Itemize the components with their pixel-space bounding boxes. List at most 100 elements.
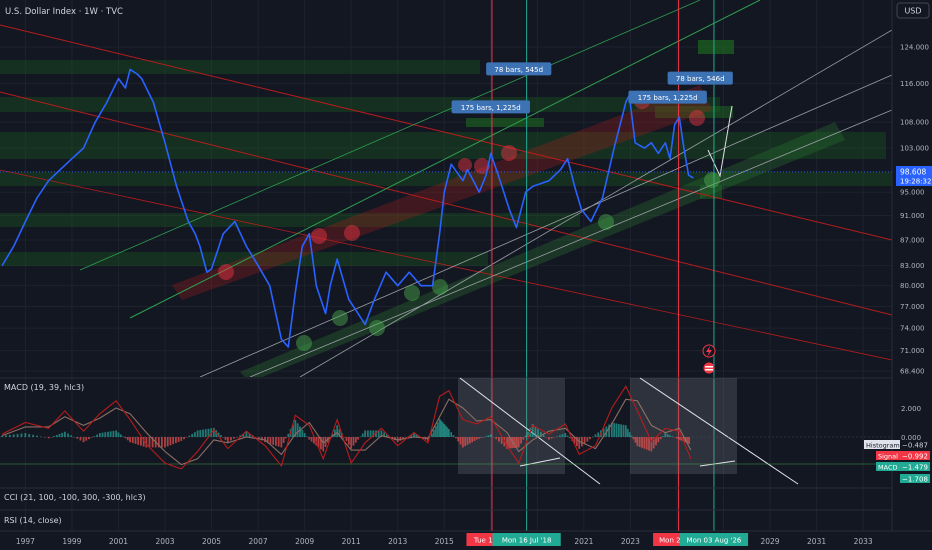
macd-histogram-bar xyxy=(602,428,605,437)
macd-histogram-bar xyxy=(556,436,559,437)
macd-histogram-bar xyxy=(131,437,134,444)
macd-histogram-bar xyxy=(191,433,194,437)
macd-histogram-bar xyxy=(96,434,99,437)
macd-histogram-bar xyxy=(636,437,639,447)
macd-histogram-bar xyxy=(459,437,462,445)
macd-histogram-bar xyxy=(137,437,140,445)
time-marker-badge: Mon 03 Aug '26 xyxy=(679,533,749,546)
macd-histogram-bar xyxy=(79,437,82,441)
macd-histogram-bar xyxy=(50,437,53,438)
histogram-badge xyxy=(864,440,900,449)
macd-histogram-bar xyxy=(219,435,222,437)
macd-histogram-bar xyxy=(109,431,112,437)
macd-histogram-bar xyxy=(347,437,350,445)
time-tick-label: 2033 xyxy=(854,537,873,546)
macd-histogram-bar xyxy=(322,437,325,452)
macd-histogram-bar xyxy=(193,432,196,437)
macd-histogram-bar xyxy=(55,435,58,437)
macd-histogram-bar xyxy=(643,437,646,449)
macd-title[interactable]: MACD (19, 39, hlc3) xyxy=(4,383,84,392)
macd-histogram-bar xyxy=(500,437,503,444)
macd-pane xyxy=(0,377,892,485)
macd-histogram-bar xyxy=(436,422,439,437)
macd-histogram-bar xyxy=(336,425,339,437)
macd-histogram-bar xyxy=(669,435,671,437)
macd-histogram-bar xyxy=(239,435,242,437)
bar-count-annotation: 78 bars, 546d xyxy=(667,71,733,85)
time-tick-label: 2007 xyxy=(249,537,268,546)
macd-histogram-bar xyxy=(594,434,597,437)
macd-histogram-bar xyxy=(615,423,618,437)
pivot-low-marker xyxy=(704,172,720,188)
time-marker-box xyxy=(679,533,749,546)
pivot-high-marker xyxy=(501,145,517,161)
macd-histogram-bar xyxy=(657,437,660,443)
macd-histogram-bar xyxy=(617,423,620,437)
macd-histogram-bar xyxy=(261,437,263,441)
macd-histogram-bar xyxy=(107,431,109,437)
macd-histogram-bar xyxy=(678,437,681,440)
macd-histogram-bar xyxy=(561,434,564,437)
price-tick-label: 103.000 xyxy=(900,145,929,153)
last-price-value: 98.608 xyxy=(900,168,926,177)
symbol-title[interactable]: U.S. Dollar Index · 1W · TVC xyxy=(5,7,123,17)
macd-histogram-bar xyxy=(613,423,616,437)
macd-histogram-bar xyxy=(39,436,42,438)
macd-histogram-bar xyxy=(492,436,495,438)
macd-histogram-bar xyxy=(524,435,527,437)
macd-histogram-bar xyxy=(666,434,669,437)
macd-histogram-bar xyxy=(306,436,308,437)
macd-histogram-bar xyxy=(583,437,586,444)
macd-histogram-bar xyxy=(282,437,285,443)
macd-histogram-bar xyxy=(385,434,388,437)
macd-histogram-bar xyxy=(357,437,360,440)
time-axis[interactable]: 1997 1999 2001 2003 2005 2007 2009 2011 2013 2015… xyxy=(16,533,873,546)
macd-histogram-bar xyxy=(610,422,613,437)
macd-histogram-bar xyxy=(566,435,569,437)
macd-histogram-bar xyxy=(446,427,449,437)
macd-histogram-bar xyxy=(183,437,185,440)
macd-extra-value: −1.708 xyxy=(902,476,928,484)
macd-histogram-bar xyxy=(126,437,129,441)
macd-histogram-bar xyxy=(354,437,357,443)
time-tick-label: 2005 xyxy=(202,537,221,546)
price-axis[interactable]: 124.000 116.000 108.000 103.000 95.000 91.000… xyxy=(900,44,929,376)
macd-histogram-bar xyxy=(471,437,474,443)
price-tick-label: 77.000 xyxy=(900,303,925,311)
macd-histogram-bar xyxy=(380,430,383,437)
trend-channels xyxy=(0,0,892,377)
macd-histogram-bar xyxy=(626,428,629,437)
macd-histogram-bar xyxy=(177,437,180,443)
macd-histogram-bar xyxy=(313,437,315,444)
macd-histogram-bar xyxy=(134,437,137,444)
currency-button[interactable] xyxy=(896,2,930,19)
macd-histogram-bar xyxy=(444,425,447,437)
macd-histogram-bar xyxy=(443,423,446,437)
macd-histogram-bar xyxy=(581,437,583,447)
macd-histogram-bar xyxy=(645,437,648,450)
macd-histogram-bar xyxy=(36,435,38,437)
macd-histogram-bar xyxy=(242,433,245,437)
macd-histogram-bar xyxy=(686,437,688,444)
macd-histogram-bar xyxy=(104,432,107,437)
macd-histogram-bar xyxy=(145,437,148,448)
price-tick-label: 68.400 xyxy=(900,368,925,376)
macd-histogram-bar xyxy=(434,426,437,437)
cci-title[interactable]: CCI (21, 100, -100, 300, -300, hlc3) xyxy=(4,493,146,502)
time-tick-label: 2021 xyxy=(574,537,593,546)
macd-histogram-bar xyxy=(85,437,88,441)
annotation-box xyxy=(628,90,707,104)
grid-lines xyxy=(0,0,892,531)
macd-histogram-bar xyxy=(24,433,27,437)
annotation-label: 175 bars, 1,225d xyxy=(638,94,698,102)
macd-histogram-bar xyxy=(628,432,631,437)
time-tick-label: 2029 xyxy=(760,537,779,546)
macd-histogram-bar xyxy=(569,437,571,439)
macd-histogram-bar xyxy=(117,432,120,437)
event-icons[interactable] xyxy=(702,344,716,374)
macd-histogram-bar xyxy=(119,434,122,437)
rsi-title[interactable]: RSI (14, close) xyxy=(4,516,62,525)
macd-histogram-bar xyxy=(294,420,297,437)
bar-count-annotations: 78 bars, 545d 175 bars, 1,225d 78 bars, 54… xyxy=(451,62,733,114)
